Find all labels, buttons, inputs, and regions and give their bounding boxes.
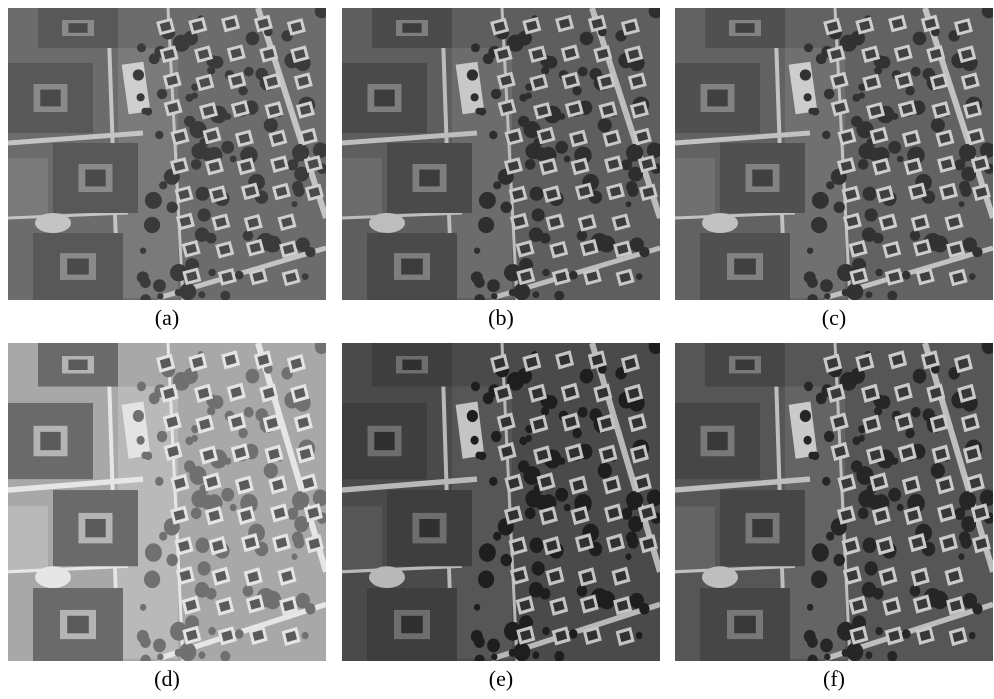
panel-a: (a) bbox=[8, 8, 326, 330]
aerial-image-a bbox=[8, 8, 326, 300]
panel-c: (c) bbox=[675, 8, 993, 330]
caption-d: (d) bbox=[154, 666, 180, 691]
aerial-image-c bbox=[675, 8, 993, 300]
caption-e: (e) bbox=[488, 666, 514, 691]
caption-a: (a) bbox=[154, 305, 180, 330]
panel-b: (b) bbox=[342, 8, 660, 330]
caption-c: (c) bbox=[821, 305, 847, 330]
caption-b: (b) bbox=[488, 305, 514, 330]
panel-d: (d) bbox=[8, 343, 326, 691]
aerial-image-f bbox=[675, 343, 993, 661]
panel-f: (f) bbox=[675, 343, 993, 691]
caption-f: (f) bbox=[823, 666, 845, 691]
aerial-image-d bbox=[8, 343, 326, 661]
aerial-image-e bbox=[342, 343, 660, 661]
panel-e: (e) bbox=[342, 343, 660, 691]
aerial-image-b bbox=[342, 8, 660, 300]
